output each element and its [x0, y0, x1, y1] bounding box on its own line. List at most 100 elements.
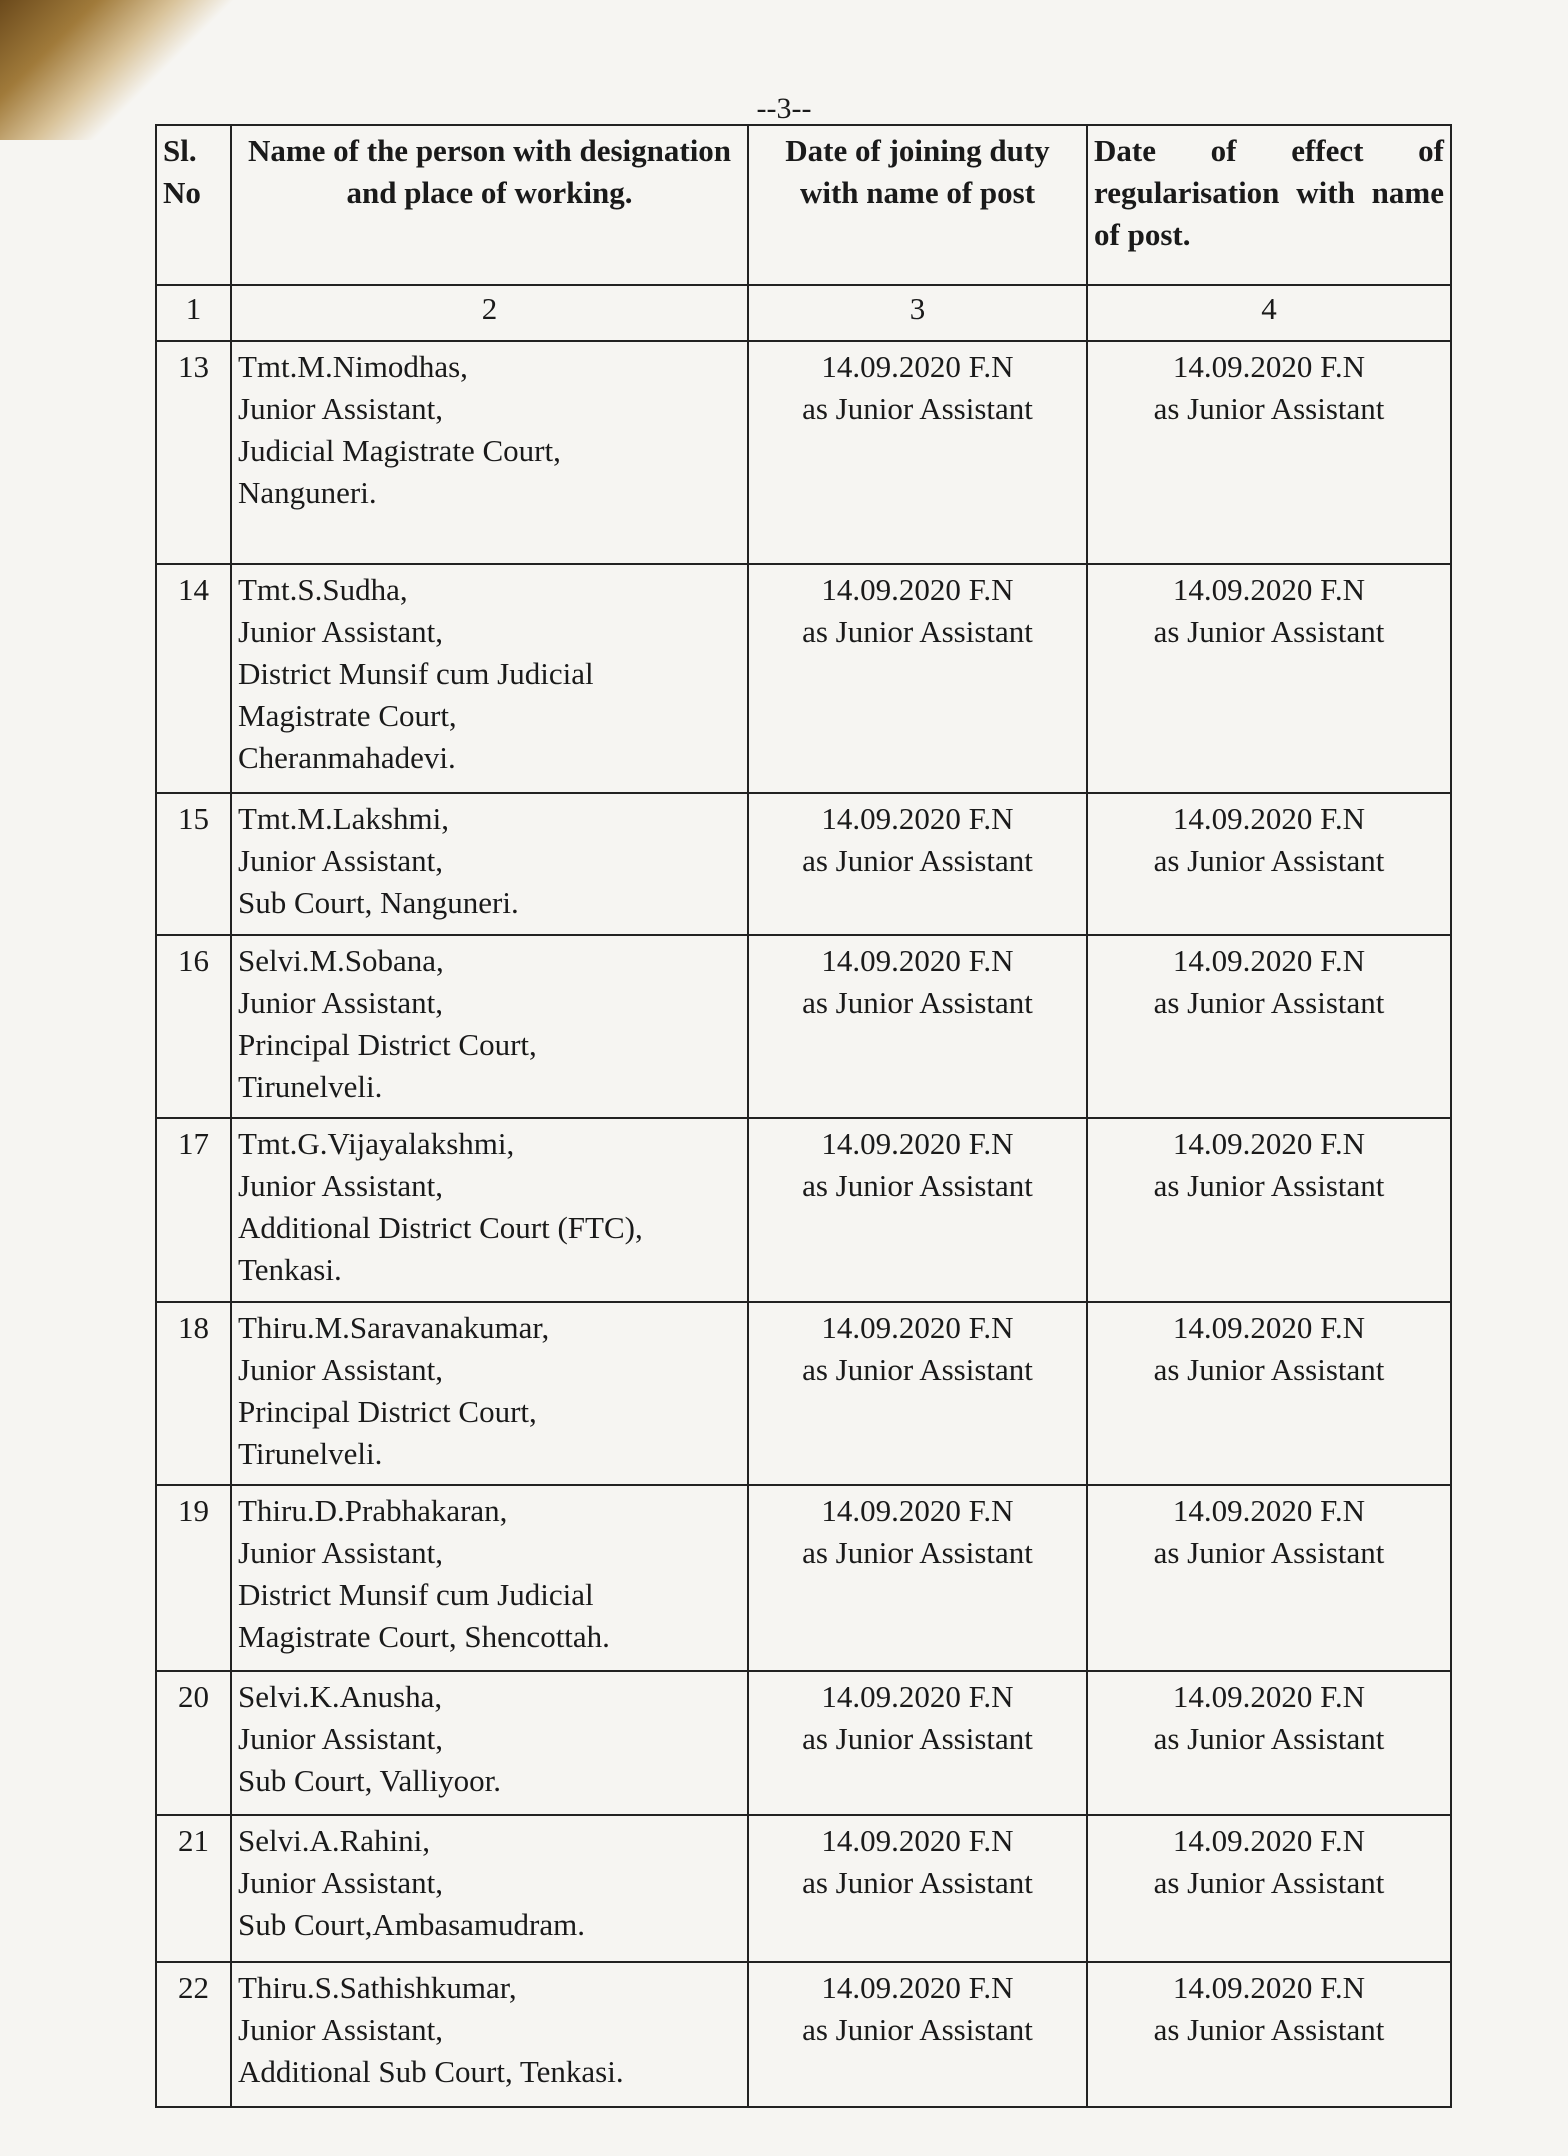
cell-line: District Munsif cum Judicial — [238, 656, 594, 691]
joining-date: 14.09.2020 F.N as Junior Assistant — [747, 1484, 1088, 1672]
cell-line: Tirunelveli. — [238, 1069, 383, 1104]
joining-date: 14.09.2020 F.N as Junior Assistant — [747, 1670, 1088, 1816]
cell-line: Junior Assistant, — [238, 614, 443, 649]
cell-line: Sub Court,Ambasamudram. — [238, 1907, 585, 1942]
regularisation-date: 14.09.2020 F.N as Junior Assistant — [1086, 1301, 1452, 1486]
cell-line: Junior Assistant, — [238, 843, 443, 878]
regularisation-date: 14.09.2020 F.N as Junior Assistant — [1086, 792, 1452, 936]
cell-line: 14.09.2020 F.N — [1172, 1493, 1366, 1528]
serial-number: 17 — [155, 1117, 232, 1303]
column-number: 1 — [155, 284, 232, 342]
regularisation-date: 14.09.2020 F.N as Junior Assistant — [1086, 934, 1452, 1119]
cell-line: as Junior Assistant — [802, 1865, 1033, 1900]
cell-line: as Junior Assistant — [802, 1535, 1033, 1570]
regularisation-date: 14.09.2020 F.N as Junior Assistant — [1086, 563, 1452, 794]
cell-line: Tmt.S.Sudha, — [238, 572, 408, 607]
table-row: 19 Thiru.D.Prabhakaran, Junior Assistant, D… — [155, 1484, 1452, 1672]
serial-number: 20 — [155, 1670, 232, 1816]
person-details: Thiru.S.Sathishkumar, Junior Assistant, Ad… — [230, 1961, 749, 2108]
cell-line: 14.09.2020 F.N — [1172, 801, 1366, 836]
cell-line: as Junior Assistant — [1153, 391, 1385, 426]
cell-line: Junior Assistant, — [238, 2012, 443, 2047]
person-details: Tmt.G.Vijayalakshmi, Junior Assistant, Add… — [230, 1117, 749, 1303]
scan-edge-shadow — [0, 0, 250, 140]
joining-date: 14.09.2020 F.N as Junior Assistant — [747, 792, 1088, 936]
cell-line: as Junior Assistant — [1153, 1865, 1385, 1900]
table-row: 21 Selvi.A.Rahini, Junior Assistant, Sub Co… — [155, 1814, 1452, 1963]
column-number: 4 — [1086, 284, 1452, 342]
cell-line: as Junior Assistant — [1153, 2012, 1385, 2047]
cell-line: Sub Court, Nanguneri. — [238, 885, 519, 920]
cell-line: as Junior Assistant — [802, 843, 1033, 878]
cell-line: Magistrate Court, Shencottah. — [238, 1619, 610, 1654]
joining-date: 14.09.2020 F.N as Junior Assistant — [747, 1961, 1088, 2108]
person-details: Tmt.S.Sudha, Junior Assistant, District Mu… — [230, 563, 749, 794]
table-row: 22 Thiru.S.Sathishkumar, Junior Assistant,… — [155, 1961, 1452, 2108]
cell-line: 14.09.2020 F.N — [821, 1126, 1014, 1161]
header-joining-date: Date of joining duty with name of post — [747, 124, 1088, 286]
cell-line: Sub Court, Valliyoor. — [238, 1763, 501, 1798]
cell-line: 14.09.2020 F.N — [1172, 349, 1366, 384]
cell-line: 14.09.2020 F.N — [1172, 1970, 1366, 2005]
person-details: Thiru.D.Prabhakaran, Junior Assistant, Dis… — [230, 1484, 749, 1672]
serial-number: 15 — [155, 792, 232, 936]
cell-line: as Junior Assistant — [802, 391, 1033, 426]
cell-line: Junior Assistant, — [238, 1352, 443, 1387]
cell-line: Junior Assistant, — [238, 1168, 443, 1203]
header-row: Sl. No Name of the person with designati… — [155, 124, 1452, 286]
cell-line: 14.09.2020 F.N — [821, 801, 1014, 836]
cell-line: Nanguneri. — [238, 475, 377, 510]
serial-number: 21 — [155, 1814, 232, 1963]
regularisation-date: 14.09.2020 F.N as Junior Assistant — [1086, 1484, 1452, 1672]
person-details: Tmt.M.Lakshmi, Junior Assistant, Sub Court… — [230, 792, 749, 936]
column-number: 3 — [747, 284, 1088, 342]
cell-line: Junior Assistant, — [238, 985, 443, 1020]
cell-line: 14.09.2020 F.N — [821, 1493, 1014, 1528]
regularisation-date: 14.09.2020 F.N as Junior Assistant — [1086, 1961, 1452, 2108]
cell-line: Selvi.A.Rahini, — [238, 1823, 431, 1858]
cell-line: as Junior Assistant — [1153, 1168, 1385, 1203]
cell-line: Additional District Court (FTC), — [238, 1210, 643, 1245]
cell-line: Thiru.D.Prabhakaran, — [238, 1493, 508, 1528]
cell-line: Junior Assistant, — [238, 391, 443, 426]
cell-line: District Munsif cum Judicial — [238, 1577, 594, 1612]
cell-line: 14.09.2020 F.N — [821, 349, 1014, 384]
column-number: 2 — [230, 284, 749, 342]
cell-line: as Junior Assistant — [1153, 985, 1385, 1020]
table-row: 13 Tmt.M.Nimodhas, Junior Assistant, Judici… — [155, 340, 1452, 565]
regularisation-date: 14.09.2020 F.N as Junior Assistant — [1086, 1117, 1452, 1303]
header-sl-no: Sl. No — [155, 124, 232, 286]
cell-line: Junior Assistant, — [238, 1721, 443, 1756]
table-row: 14 Tmt.S.Sudha, Junior Assistant, District … — [155, 563, 1452, 794]
cell-line: 14.09.2020 F.N — [821, 943, 1014, 978]
person-details: Tmt.M.Nimodhas, Junior Assistant, Judicial… — [230, 340, 749, 565]
person-details: Selvi.K.Anusha, Junior Assistant, Sub Cour… — [230, 1670, 749, 1816]
joining-date: 14.09.2020 F.N as Junior Assistant — [747, 1814, 1088, 1963]
cell-line: as Junior Assistant — [1153, 1352, 1385, 1387]
serial-number: 22 — [155, 1961, 232, 2108]
header-name: Name of the person with designation and … — [230, 124, 749, 286]
cell-line: as Junior Assistant — [1153, 1535, 1385, 1570]
regularisation-table: Sl. No Name of the person with designati… — [155, 124, 1452, 2108]
cell-line: Tmt.M.Lakshmi, — [238, 801, 449, 836]
cell-line: as Junior Assistant — [1153, 843, 1385, 878]
cell-line: as Junior Assistant — [802, 1168, 1033, 1203]
cell-line: as Junior Assistant — [802, 985, 1033, 1020]
serial-number: 14 — [155, 563, 232, 794]
person-details: Selvi.M.Sobana, Junior Assistant, Principa… — [230, 934, 749, 1119]
column-number-row: 1 2 3 4 — [155, 284, 1452, 342]
cell-line: Tirunelveli. — [238, 1436, 383, 1471]
table-row: 15 Tmt.M.Lakshmi, Junior Assistant, Sub Cou… — [155, 792, 1452, 936]
joining-date: 14.09.2020 F.N as Junior Assistant — [747, 563, 1088, 794]
cell-line: 14.09.2020 F.N — [1172, 572, 1366, 607]
cell-line: Tenkasi. — [238, 1252, 342, 1287]
cell-line: Selvi.M.Sobana, — [238, 943, 444, 978]
cell-line: as Junior Assistant — [802, 1721, 1033, 1756]
cell-line: Tmt.G.Vijayalakshmi, — [238, 1126, 515, 1161]
cell-line: Selvi.K.Anusha, — [238, 1679, 443, 1714]
table-row: 18 Thiru.M.Saravanakumar, Junior Assistant… — [155, 1301, 1452, 1486]
cell-line: 14.09.2020 F.N — [821, 1310, 1014, 1345]
cell-line: 14.09.2020 F.N — [821, 1679, 1014, 1714]
cell-line: 14.09.2020 F.N — [1172, 1126, 1366, 1161]
cell-line: as Junior Assistant — [802, 2012, 1033, 2047]
